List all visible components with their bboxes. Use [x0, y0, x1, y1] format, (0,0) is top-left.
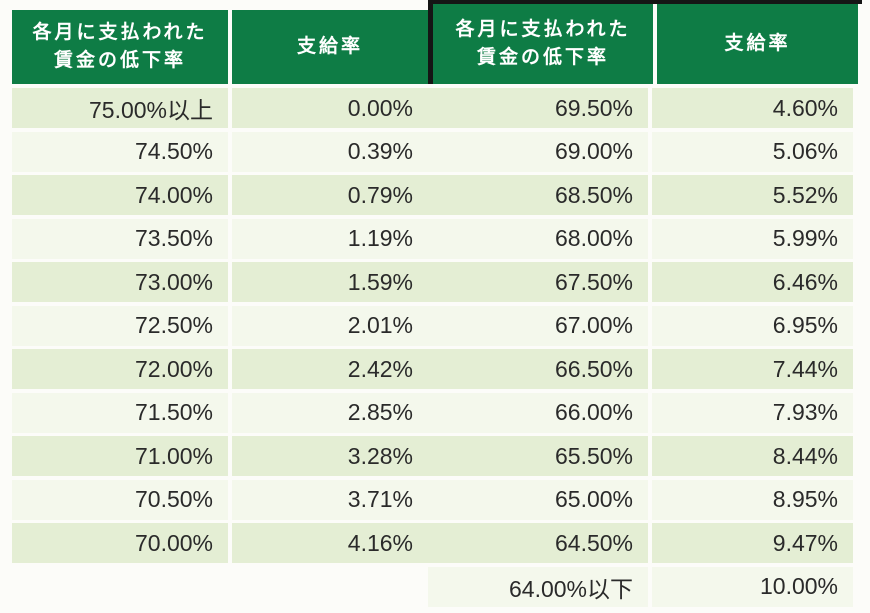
payment-rate-cell: 9.47% — [652, 523, 853, 563]
table-row: 70.00% 4.16% — [12, 523, 428, 563]
wage-decline-cell: 65.50% — [428, 436, 648, 476]
col-header-wage-decline-right: 各月に支払われた 賃金の低下率 — [433, 4, 653, 84]
table-row: 72.50% 2.01% — [12, 305, 428, 346]
payment-rate-cell: 5.52% — [652, 175, 853, 215]
payment-rate-cell: 4.16% — [232, 523, 428, 563]
wage-decline-cell: 71.00% — [12, 436, 228, 476]
payment-rate-cell: 5.99% — [652, 218, 853, 259]
table-row: 67.50% 6.46% — [428, 262, 858, 302]
col-header-payment-rate-right: 支給率 — [657, 4, 858, 84]
payment-rate-cell: 2.42% — [232, 349, 428, 389]
table-right-panel: 各月に支払われた 賃金の低下率 支給率 69.50% 4.60% 69.00% … — [428, 0, 862, 610]
header-line-2: 賃金の低下率 — [476, 47, 609, 68]
wage-decline-cell: 67.50% — [428, 262, 648, 302]
payment-rate-cell: 1.59% — [232, 262, 428, 302]
payment-rate-cell: 8.44% — [652, 436, 853, 476]
table-row: 65.50% 8.44% — [428, 436, 858, 476]
wage-decline-cell: 70.00% — [12, 523, 228, 563]
payment-rate-cell: 3.71% — [232, 479, 428, 520]
payment-rate-cell: 0.00% — [232, 88, 428, 128]
table-body-right: 69.50% 4.60% 69.00% 5.06% 68.50% 5.52% 6… — [428, 88, 858, 607]
table-row: 69.50% 4.60% — [428, 88, 858, 128]
table-row: 66.00% 7.93% — [428, 392, 858, 433]
col-header-payment-rate-left: 支給率 — [232, 10, 428, 84]
table-row: 75.00%以上 0.00% — [12, 88, 428, 128]
header-line-1: 各月に支払われた — [455, 19, 631, 41]
col-header-wage-decline-left: 各月に支払われた 賃金の低下率 — [12, 10, 228, 84]
table-header-row-right: 各月に支払われた 賃金の低下率 支給率 — [428, 0, 858, 84]
table-left-panel: 各月に支払われた 賃金の低下率 支給率 75.00%以上 0.00% 74.50… — [12, 10, 428, 567]
table-row: 65.00% 8.95% — [428, 479, 858, 520]
payment-rate-cell: 7.44% — [652, 349, 853, 389]
wage-decline-cell: 74.00% — [12, 175, 228, 215]
payment-rate-cell: 8.95% — [652, 479, 853, 520]
table-row: 74.50% 0.39% — [12, 131, 428, 172]
table-row: 73.00% 1.59% — [12, 262, 428, 302]
wage-decline-cell: 67.00% — [428, 305, 648, 346]
table-row: 72.00% 2.42% — [12, 349, 428, 389]
table-row: 71.00% 3.28% — [12, 436, 428, 476]
payment-rate-cell: 2.85% — [232, 392, 428, 433]
wage-decline-cell: 74.50% — [12, 131, 228, 172]
wage-decline-cell: 64.50% — [428, 523, 648, 563]
payment-rate-cell: 3.28% — [232, 436, 428, 476]
table-row: 74.00% 0.79% — [12, 175, 428, 215]
payment-rate-cell: 6.46% — [652, 262, 853, 302]
table-row: 73.50% 1.19% — [12, 218, 428, 259]
payment-rate-cell: 7.93% — [652, 392, 853, 433]
table-row: 71.50% 2.85% — [12, 392, 428, 433]
wage-decline-cell: 65.00% — [428, 479, 648, 520]
table-row: 64.50% 9.47% — [428, 523, 858, 563]
wage-decline-cell: 69.50% — [428, 88, 648, 128]
payment-rate-cell: 6.95% — [652, 305, 853, 346]
table-body-left: 75.00%以上 0.00% 74.50% 0.39% 74.00% 0.79%… — [12, 88, 428, 563]
wage-decline-cell: 73.50% — [12, 218, 228, 259]
payment-rate-cell: 10.00% — [652, 566, 853, 607]
panel-top-divider — [428, 0, 862, 4]
table-row: 64.00%以下 10.00% — [428, 566, 858, 607]
header-line-2: 賃金の低下率 — [53, 50, 186, 71]
table-row: 70.50% 3.71% — [12, 479, 428, 520]
payment-rate-cell: 2.01% — [232, 305, 428, 346]
panel-vertical-divider — [428, 0, 433, 84]
payment-rate-cell: 5.06% — [652, 131, 853, 172]
wage-decline-cell: 71.50% — [12, 392, 228, 433]
table-header-row-left: 各月に支払われた 賃金の低下率 支給率 — [12, 10, 428, 84]
payment-rate-cell: 0.79% — [232, 175, 428, 215]
wage-decline-cell: 73.00% — [12, 262, 228, 302]
payment-rate-cell: 0.39% — [232, 131, 428, 172]
wage-decline-cell: 66.50% — [428, 349, 648, 389]
payment-rate-cell: 4.60% — [652, 88, 853, 128]
wage-decline-cell: 69.00% — [428, 131, 648, 172]
table-row: 68.00% 5.99% — [428, 218, 858, 259]
wage-decline-cell: 72.50% — [12, 305, 228, 346]
wage-decline-cell: 72.00% — [12, 349, 228, 389]
wage-decline-cell: 75.00%以上 — [12, 88, 228, 128]
table-row: 66.50% 7.44% — [428, 349, 858, 389]
wage-decline-cell: 66.00% — [428, 392, 648, 433]
header-line-1: 各月に支払われた — [32, 22, 208, 44]
wage-decline-cell: 68.00% — [428, 218, 648, 259]
wage-decline-cell: 70.50% — [12, 479, 228, 520]
wage-decline-cell: 68.50% — [428, 175, 648, 215]
table-row: 67.00% 6.95% — [428, 305, 858, 346]
wage-decline-cell: 64.00%以下 — [428, 566, 648, 607]
table-row: 68.50% 5.52% — [428, 175, 858, 215]
table-row: 69.00% 5.06% — [428, 131, 858, 172]
payment-rate-cell: 1.19% — [232, 218, 428, 259]
